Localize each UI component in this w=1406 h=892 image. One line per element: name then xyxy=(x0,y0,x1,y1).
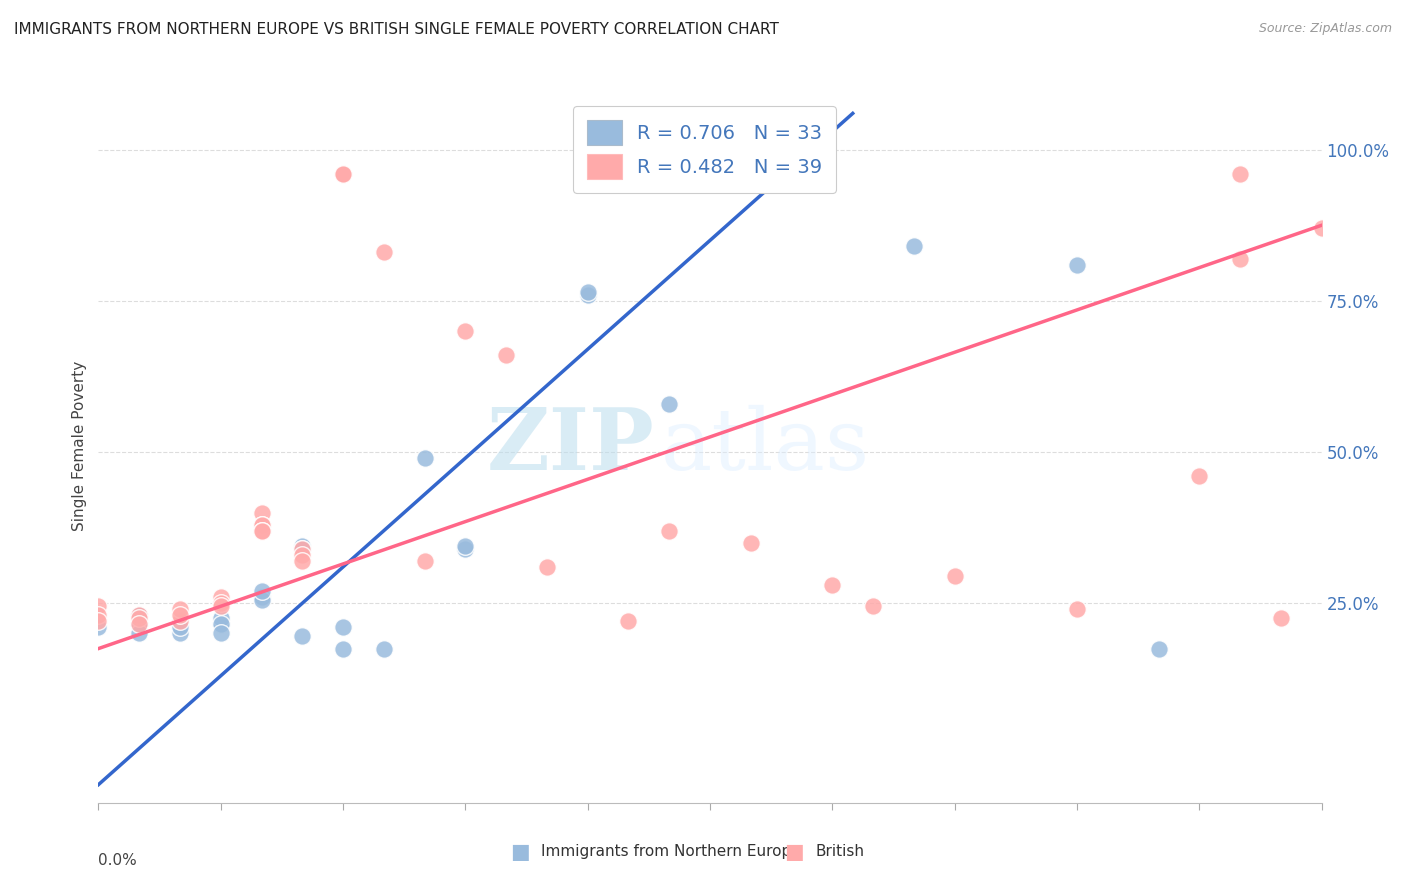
Point xyxy=(209,617,232,632)
Point xyxy=(617,167,640,181)
Point xyxy=(169,620,191,634)
Point xyxy=(291,548,314,562)
Point xyxy=(332,167,354,181)
Point xyxy=(250,517,273,532)
Point xyxy=(1229,167,1251,181)
Point xyxy=(87,599,110,614)
Point xyxy=(87,608,110,623)
Point xyxy=(332,620,354,634)
Point xyxy=(250,584,273,599)
Point xyxy=(128,611,150,625)
Point xyxy=(821,578,844,592)
Text: IMMIGRANTS FROM NORTHERN EUROPE VS BRITISH SINGLE FEMALE POVERTY CORRELATION CHA: IMMIGRANTS FROM NORTHERN EUROPE VS BRITI… xyxy=(14,22,779,37)
Point xyxy=(1270,611,1292,625)
Point xyxy=(1229,252,1251,266)
Point xyxy=(617,615,640,629)
Point xyxy=(576,285,599,299)
Point xyxy=(250,590,273,604)
Point xyxy=(617,167,640,181)
Point xyxy=(87,615,110,629)
Point xyxy=(209,626,232,640)
Point xyxy=(250,524,273,538)
Point xyxy=(128,608,150,623)
Text: Immigrants from Northern Europe: Immigrants from Northern Europe xyxy=(541,845,801,859)
Point xyxy=(1188,469,1211,483)
Point xyxy=(862,599,884,614)
Point xyxy=(903,239,925,253)
Point xyxy=(250,517,273,532)
Point xyxy=(87,620,110,634)
Point xyxy=(128,617,150,632)
Point xyxy=(209,611,232,625)
Point xyxy=(332,641,354,656)
Point xyxy=(291,541,314,556)
Point xyxy=(250,593,273,607)
Y-axis label: Single Female Poverty: Single Female Poverty xyxy=(72,361,87,531)
Point xyxy=(291,554,314,568)
Point xyxy=(413,554,436,568)
Point xyxy=(373,641,395,656)
Point xyxy=(740,167,762,181)
Point xyxy=(1147,641,1170,656)
Point xyxy=(169,602,191,616)
Text: ZIP: ZIP xyxy=(488,404,655,488)
Text: Source: ZipAtlas.com: Source: ZipAtlas.com xyxy=(1258,22,1392,36)
Point xyxy=(128,617,150,632)
Point xyxy=(943,569,966,583)
Point xyxy=(169,615,191,629)
Point xyxy=(169,615,191,629)
Point xyxy=(1066,258,1088,272)
Point xyxy=(209,617,232,632)
Text: ■: ■ xyxy=(510,842,530,862)
Point xyxy=(209,590,232,604)
Legend: R = 0.706   N = 33, R = 0.482   N = 39: R = 0.706 N = 33, R = 0.482 N = 39 xyxy=(574,106,837,193)
Point xyxy=(454,539,477,553)
Text: atlas: atlas xyxy=(661,404,870,488)
Text: British: British xyxy=(815,845,865,859)
Point xyxy=(250,506,273,520)
Point xyxy=(658,397,681,411)
Text: 0.0%: 0.0% xyxy=(98,853,138,868)
Point xyxy=(128,626,150,640)
Point xyxy=(169,617,191,632)
Point xyxy=(291,630,314,644)
Point xyxy=(209,596,232,610)
Point xyxy=(576,288,599,302)
Point xyxy=(536,560,558,574)
Point xyxy=(1310,221,1333,235)
Point xyxy=(373,245,395,260)
Point xyxy=(291,539,314,553)
Point xyxy=(740,535,762,549)
Point xyxy=(169,608,191,623)
Point xyxy=(332,167,354,181)
Point xyxy=(495,348,517,362)
Point xyxy=(658,524,681,538)
Point xyxy=(128,608,150,623)
Point xyxy=(454,324,477,338)
Point xyxy=(209,599,232,614)
Point xyxy=(169,626,191,640)
Point xyxy=(454,541,477,556)
Point xyxy=(1066,602,1088,616)
Point xyxy=(413,451,436,466)
Point xyxy=(250,524,273,538)
Point xyxy=(291,541,314,556)
Text: ■: ■ xyxy=(785,842,804,862)
